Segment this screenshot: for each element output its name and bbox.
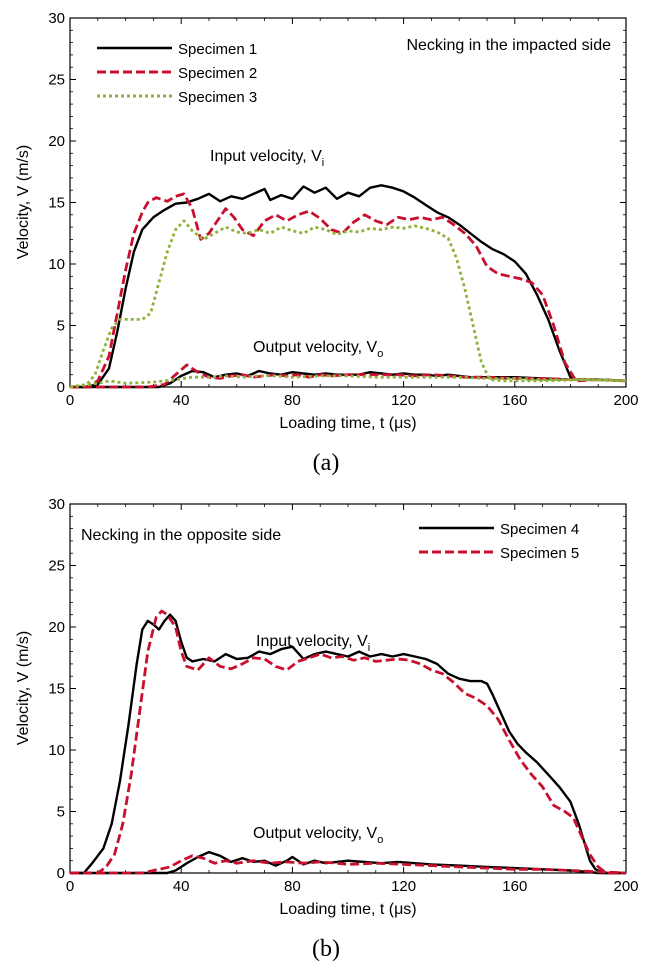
specimen-3-input-velocity-line	[69, 219, 627, 389]
x-tick-label: 40	[173, 878, 190, 895]
specimen-5-output-velocity-line	[70, 854, 627, 875]
y-axis-label: Velocity, V (m/s)	[15, 631, 32, 745]
specimen-2-input-velocity-line	[70, 192, 627, 389]
axis-ticks	[69, 503, 627, 874]
case-annotation: Necking in the opposite side	[81, 527, 281, 544]
x-tick-label: 200	[613, 878, 638, 895]
x-tick-label: 160	[502, 392, 527, 409]
specimen-4-input-velocity-line	[70, 613, 626, 875]
specimen-5-input-velocity-line	[70, 609, 626, 875]
y-tick-label: 25	[48, 558, 65, 575]
y-tick-label: 5	[57, 804, 65, 821]
panel-label: (a)	[313, 450, 340, 476]
y-tick-label: 15	[48, 195, 65, 212]
output-velocity-annotation: Output velocity, Vo	[253, 339, 383, 360]
specimen-2-output-velocity-line	[70, 363, 627, 389]
input-velocity-label: Input velocity, V	[256, 633, 368, 650]
y-tick-label: 30	[48, 496, 65, 513]
x-axis-label: Loading time, t (μs)	[279, 415, 416, 432]
output-velocity-subscript: o	[377, 348, 383, 360]
input-velocity-subscript: i	[368, 642, 370, 654]
chart-panel-a: 0 5 10 15 20 25 30 0 40 80 120 160 200 Velocity, V …	[15, 10, 639, 476]
x-tick-label: 200	[613, 392, 638, 409]
panel-label: (b)	[312, 936, 340, 962]
y-tick-label: 30	[48, 10, 65, 27]
y-tick-label: 5	[57, 318, 65, 335]
y-tick-label: 0	[57, 865, 65, 882]
legend-label-specimen-2: Specimen 2	[178, 65, 257, 82]
chart-panel-b: 0 5 10 15 20 25 30 0 40 80 120 160 200 Velocity, V …	[15, 496, 639, 962]
x-tick-label: 80	[284, 878, 301, 895]
x-tick-labels: 0 40 80 120 160 200	[66, 878, 639, 895]
x-tick-label: 40	[173, 392, 190, 409]
x-tick-label: 0	[66, 878, 74, 895]
x-tick-label: 160	[502, 878, 527, 895]
y-tick-label: 10	[48, 256, 65, 273]
x-tick-label: 0	[66, 392, 74, 409]
legend-label-specimen-1: Specimen 1	[178, 41, 257, 58]
legend-label-specimen-3: Specimen 3	[178, 89, 257, 106]
y-tick-label: 15	[48, 681, 65, 698]
y-tick-labels: 0 5 10 15 20 25 30	[48, 10, 65, 396]
input-velocity-subscript: i	[322, 157, 324, 169]
y-tick-label: 20	[48, 619, 65, 636]
y-axis-label: Velocity, V (m/s)	[15, 145, 32, 259]
y-tick-labels: 0 5 10 15 20 25 30	[48, 496, 65, 882]
series-layer	[70, 609, 627, 875]
y-tick-label: 20	[48, 133, 65, 150]
x-axis-label: Loading time, t (μs)	[279, 901, 416, 918]
x-tick-label: 80	[284, 392, 301, 409]
y-tick-label: 25	[48, 72, 65, 89]
case-annotation: Necking in the impacted side	[406, 37, 611, 54]
specimen-1-input-velocity-line	[70, 184, 627, 389]
output-velocity-label: Output velocity, V	[253, 339, 378, 356]
legend-label-specimen-5: Specimen 5	[500, 545, 579, 562]
legend-label-specimen-4: Specimen 4	[500, 521, 579, 538]
output-velocity-subscript: o	[377, 834, 383, 846]
legend: Specimen 4 Specimen 5	[419, 521, 579, 562]
input-velocity-annotation: Input velocity, Vi	[256, 633, 370, 654]
axis-ticks	[69, 17, 627, 388]
x-tick-label: 120	[391, 392, 416, 409]
output-velocity-annotation: Output velocity, Vo	[253, 825, 383, 846]
specimen-3-output-velocity-line	[69, 374, 627, 389]
series-layer	[69, 184, 627, 389]
input-velocity-annotation: Input velocity, Vi	[210, 148, 324, 169]
input-velocity-label: Input velocity, V	[210, 148, 322, 165]
y-tick-label: 10	[48, 742, 65, 759]
y-tick-label: 0	[57, 379, 65, 396]
legend: Specimen 1 Specimen 2 Specimen 3	[97, 41, 257, 106]
x-tick-labels: 0 40 80 120 160 200	[66, 392, 639, 409]
output-velocity-label: Output velocity, V	[253, 825, 378, 842]
x-tick-label: 120	[391, 878, 416, 895]
